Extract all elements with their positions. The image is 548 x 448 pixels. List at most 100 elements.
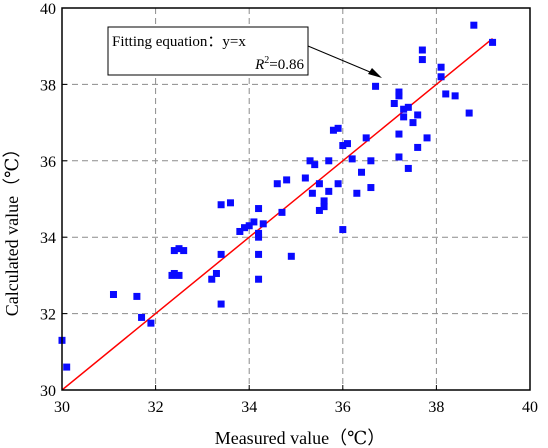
annotation-arrow	[307, 45, 371, 73]
data-point	[250, 218, 258, 226]
data-point	[418, 56, 426, 64]
data-point	[226, 199, 234, 207]
data-point	[395, 92, 403, 100]
data-point	[175, 245, 183, 253]
data-point	[255, 205, 263, 213]
data-point	[255, 233, 263, 241]
data-point	[414, 143, 422, 151]
fit-line	[61, 37, 494, 391]
y-tick-label: 38	[40, 77, 56, 94]
axis-ticks	[61, 7, 531, 391]
data-point	[170, 269, 178, 277]
data-point	[311, 161, 319, 169]
data-point	[147, 319, 155, 327]
data-point	[339, 142, 347, 150]
data-point	[255, 250, 263, 258]
data-point	[109, 291, 117, 298]
data-point	[404, 164, 412, 172]
x-axis-label: Measured value（℃）	[215, 428, 386, 448]
data-point	[437, 73, 445, 81]
data-point	[212, 269, 220, 277]
r2-value: =0.86	[269, 57, 304, 73]
plot-area-frame	[61, 7, 531, 391]
data-points	[58, 21, 497, 371]
data-point	[470, 21, 478, 29]
annotation-equation: Fitting equation：y=x	[112, 34, 246, 50]
data-point	[362, 134, 370, 142]
data-point	[334, 124, 342, 132]
data-point	[255, 275, 263, 283]
data-point	[343, 140, 351, 148]
x-tick-label: 30	[54, 399, 70, 416]
data-point	[306, 157, 314, 165]
data-point	[273, 180, 281, 188]
data-point	[358, 168, 366, 176]
data-point	[395, 88, 403, 96]
data-point	[400, 113, 408, 121]
x-tick-label: 40	[522, 399, 538, 416]
y-tick-labels: 30 32 34 36 38 40	[40, 1, 56, 400]
y-tick-label: 30	[40, 383, 56, 400]
data-point	[414, 111, 422, 119]
annotation-box	[107, 26, 309, 76]
y-tick-label: 34	[40, 230, 56, 247]
fit-annotation: Fitting equation：y=x R2=0.86	[107, 26, 382, 78]
data-point	[180, 247, 188, 255]
x-tick-labels: 30 32 34 36 38 40	[54, 399, 538, 416]
data-point	[442, 90, 450, 98]
data-point	[437, 63, 445, 71]
data-point	[418, 46, 426, 54]
r2-symbol: R	[254, 57, 264, 73]
data-point	[348, 155, 356, 163]
data-point	[301, 174, 309, 182]
data-point	[320, 203, 328, 211]
data-point	[255, 229, 263, 237]
y-tick-label: 36	[40, 154, 56, 171]
data-point	[63, 363, 71, 371]
y-axis-label: Calculated value（℃）	[2, 140, 22, 317]
data-point	[320, 197, 328, 205]
data-point	[259, 220, 267, 228]
data-point	[423, 134, 431, 142]
fit-line-segment	[61, 37, 494, 391]
data-point	[325, 157, 333, 165]
data-point	[138, 313, 146, 321]
data-point	[287, 252, 295, 260]
data-point	[395, 153, 403, 161]
data-point	[404, 103, 412, 111]
annotation-r2: R2=0.86	[254, 55, 304, 73]
data-point	[217, 201, 225, 209]
data-point	[395, 130, 403, 138]
data-point	[489, 38, 497, 46]
data-point	[451, 92, 459, 100]
data-point	[409, 119, 417, 127]
data-point	[400, 105, 408, 113]
data-point	[315, 206, 323, 214]
r2-superscript: 2	[264, 55, 269, 66]
data-point	[217, 250, 225, 258]
data-point	[339, 226, 347, 234]
data-point	[217, 300, 225, 308]
data-point	[283, 176, 291, 184]
data-point	[241, 224, 249, 232]
data-point	[208, 275, 216, 283]
x-tick-label: 38	[428, 399, 444, 416]
annotation-arrowhead	[368, 68, 382, 78]
data-point	[245, 222, 253, 230]
data-point	[170, 247, 178, 255]
data-point	[465, 109, 473, 117]
data-point	[329, 126, 337, 134]
x-tick-label: 34	[241, 399, 257, 416]
data-point	[372, 82, 380, 90]
data-point	[367, 184, 375, 192]
data-point	[390, 100, 398, 107]
data-point	[334, 180, 342, 188]
y-tick-label: 32	[40, 307, 56, 324]
data-point	[367, 157, 375, 165]
data-point	[175, 271, 183, 279]
data-point	[308, 189, 316, 197]
x-tick-label: 32	[148, 399, 164, 416]
data-point	[325, 187, 333, 195]
x-tick-label: 36	[335, 399, 351, 416]
